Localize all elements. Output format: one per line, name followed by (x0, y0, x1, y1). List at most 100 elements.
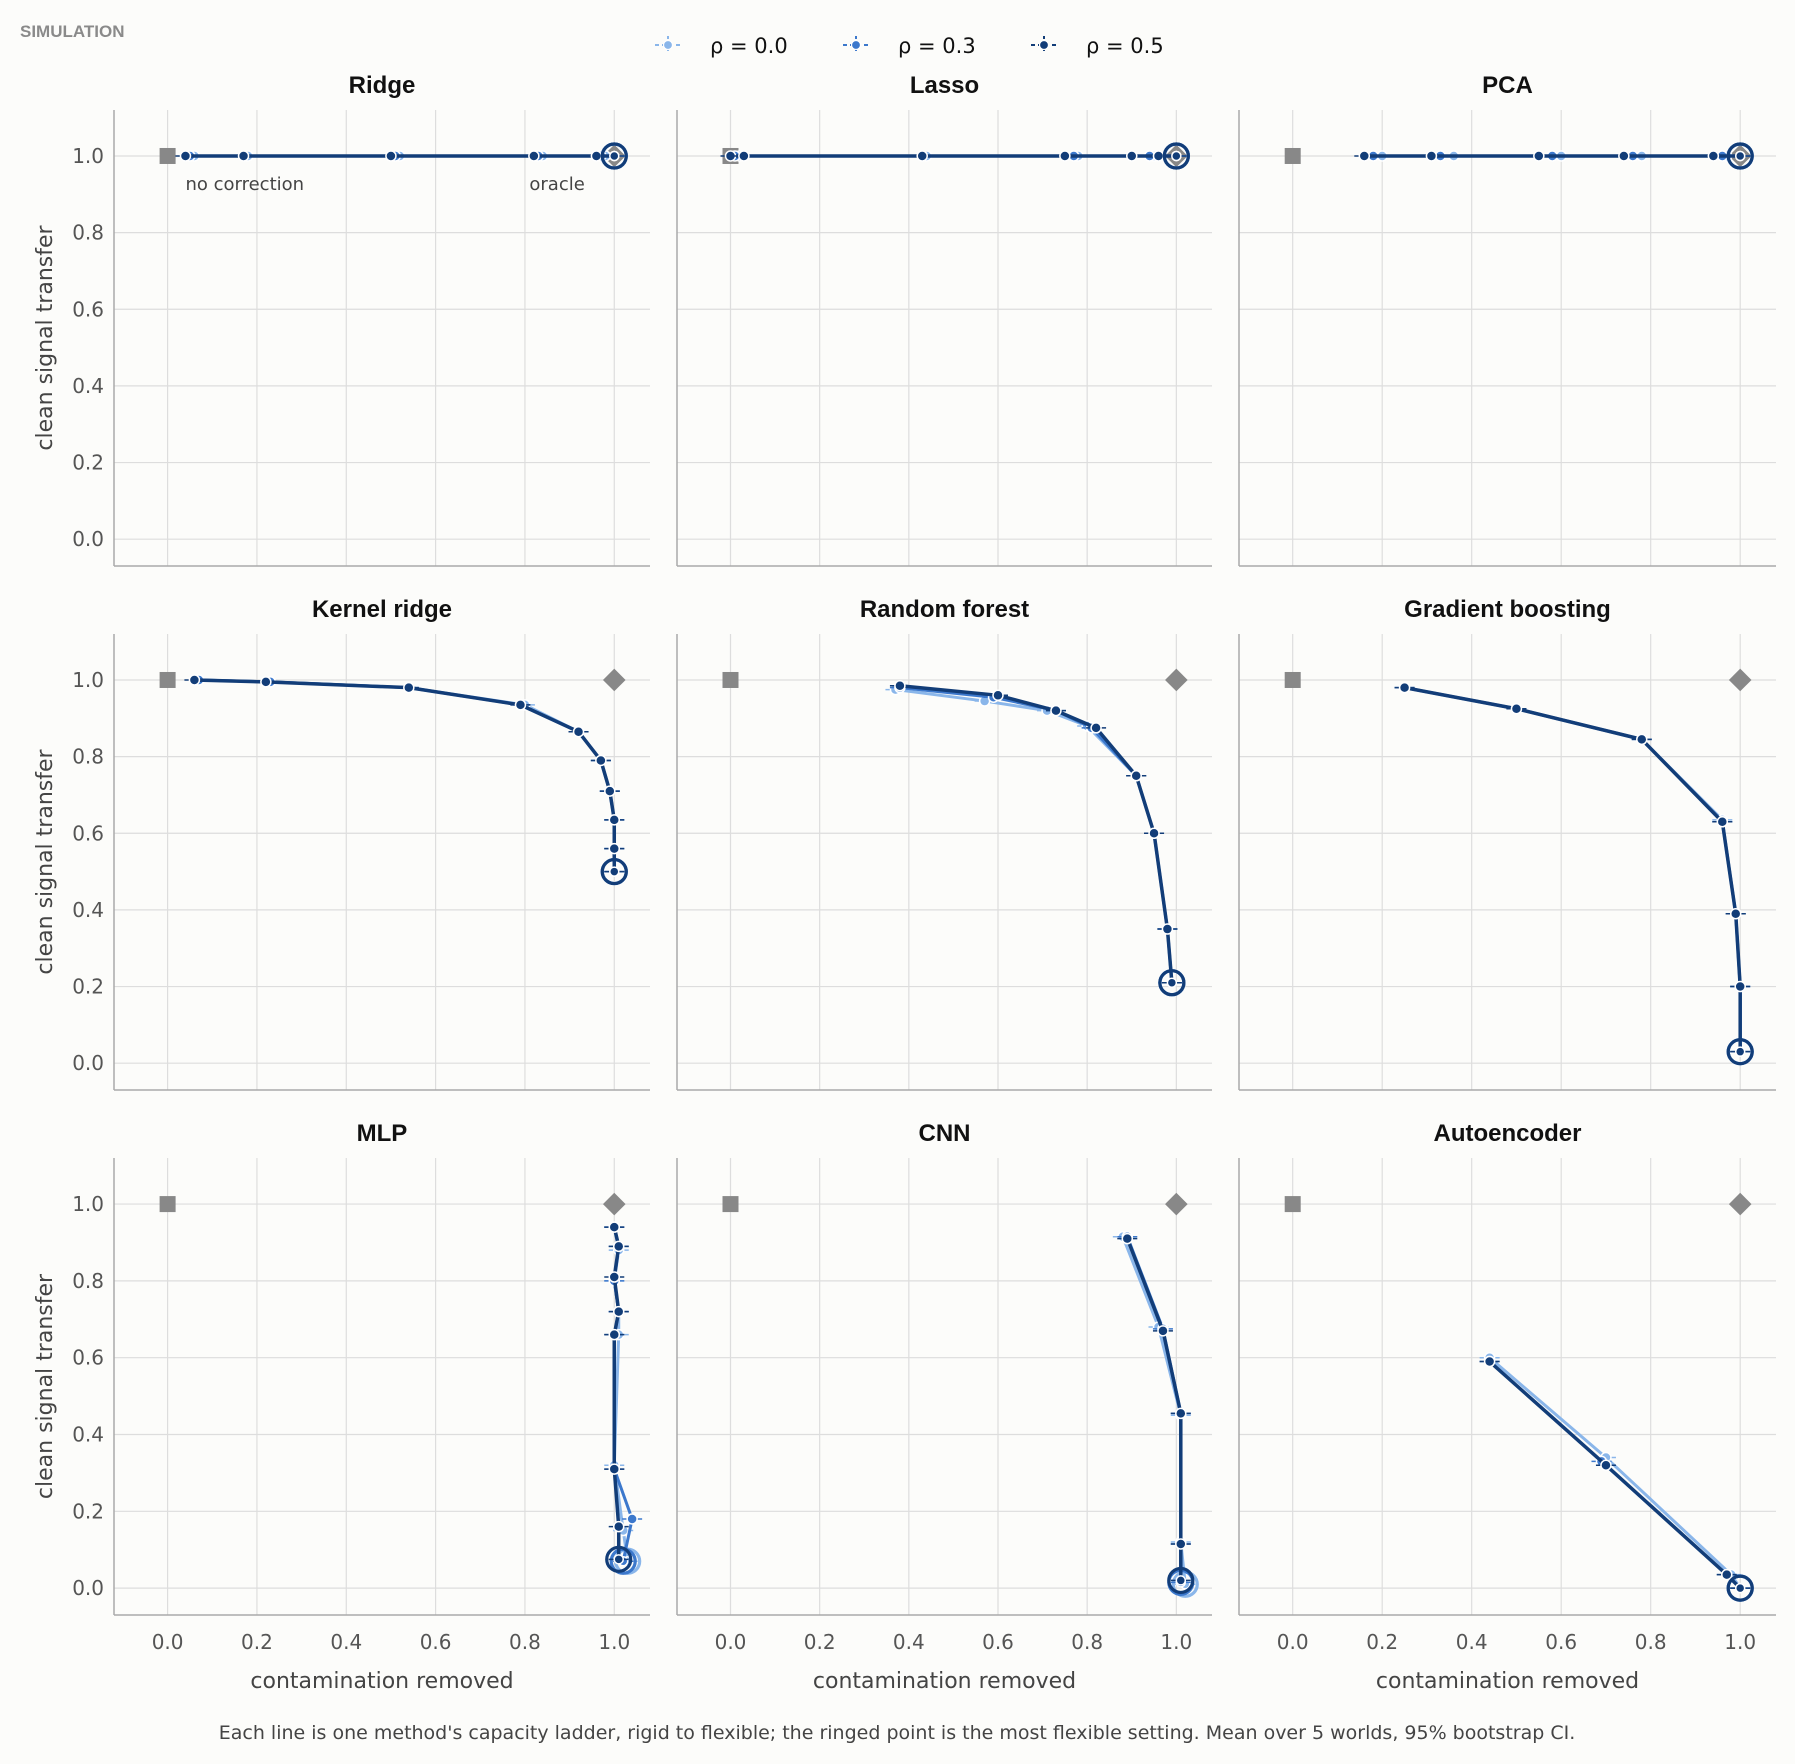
series-line (1404, 686, 1742, 1052)
panel-gradient-boosting: Gradient boosting (1238, 596, 1776, 1091)
x-tick-label: 1.0 (598, 1630, 630, 1654)
data-point (916, 150, 928, 162)
data-point (528, 150, 540, 162)
data-point (1152, 150, 1165, 162)
data-point (992, 689, 1004, 702)
ringed-point (605, 1545, 633, 1573)
data-point (609, 150, 620, 162)
y-tick-label: 0.6 (72, 1346, 104, 1370)
data-point (1600, 1459, 1612, 1471)
data-point (1734, 1582, 1746, 1594)
panel-autoencoder: Autoencoder 0.0 0.2 0.4 0.6 0.8 1.0 contaminati… (1238, 1120, 1776, 1694)
ringed-point (1726, 1574, 1754, 1602)
no-correction-marker (722, 1196, 739, 1213)
data-point (260, 676, 272, 688)
panel-pca: PCA (1238, 72, 1776, 567)
data-point (626, 1513, 638, 1525)
panel-title: Gradient boosting (1404, 596, 1611, 623)
ringed-point (1726, 142, 1754, 170)
panel-ridge: Ridge 0.0 0.2 0.4 0.6 0.8 1.0 clean signal tran… (33, 72, 650, 567)
data-point (1483, 1355, 1496, 1368)
panels: Ridge 0.0 0.2 0.4 0.6 0.8 1.0 clean signal tran… (33, 72, 1776, 1694)
data-point (1358, 150, 1371, 162)
data-point (237, 150, 250, 162)
series-line (899, 683, 1174, 983)
data-point (595, 754, 607, 767)
x-tick-label: 0.6 (982, 1630, 1014, 1654)
x-tick-label: 0.0 (152, 1630, 184, 1654)
x-tick-label: 0.0 (1277, 1630, 1309, 1654)
series-line (1125, 1238, 1183, 1581)
data-point (1716, 816, 1729, 828)
y-tick-label: 0.6 (72, 297, 104, 321)
series-line (895, 688, 1174, 983)
x-tick-label: 0.4 (330, 1630, 362, 1654)
oracle-marker (602, 1192, 626, 1216)
y-tick-label: 0.8 (72, 221, 104, 245)
legend-item: ρ = 0.0 (655, 34, 788, 58)
y-tick-label: 0.4 (72, 374, 104, 398)
data-point (1166, 977, 1178, 988)
no-correction-marker (722, 671, 739, 688)
panel-random-forest: Random forest (676, 596, 1212, 1091)
x-tick-label: 1.0 (1724, 1630, 1756, 1654)
x-tick-label: 0.8 (1071, 1630, 1103, 1654)
panel-title: MLP (357, 1120, 408, 1147)
y-tick-label: 0.6 (72, 821, 104, 845)
x-tick-label: 1.0 (1160, 1630, 1192, 1654)
oracle-marker (1728, 1192, 1752, 1216)
data-point (1148, 827, 1160, 840)
y-tick-label: 1.0 (72, 1192, 104, 1216)
series-line (1404, 685, 1742, 1052)
data-point (1059, 150, 1071, 162)
y-tick-label: 0.4 (72, 898, 104, 922)
oracle-marker (1165, 668, 1188, 692)
oracle-marker (602, 668, 626, 692)
series-line (899, 686, 1174, 983)
legend-marker (662, 39, 674, 51)
x-tick-label: 0.0 (715, 1630, 747, 1654)
legend-label: ρ = 0.5 (1086, 34, 1164, 58)
data-point (403, 681, 415, 694)
legend-item: ρ = 0.5 (1031, 34, 1164, 58)
ringed-point (1162, 142, 1190, 170)
y-axis-label: clean signal transfer (33, 1273, 58, 1499)
data-point (1398, 681, 1411, 694)
data-point (1734, 150, 1746, 162)
x-axis-label: contamination removed (813, 1669, 1076, 1694)
ringed-point (1167, 1566, 1195, 1595)
no-correction-marker (1284, 1196, 1301, 1213)
x-tick-label: 0.2 (1366, 1630, 1398, 1654)
panel-title: Autoencoder (1433, 1120, 1581, 1147)
no-correction-marker (159, 147, 176, 164)
data-point (738, 150, 750, 162)
ringed-point (600, 142, 628, 170)
header-label: SIMULATION (20, 22, 125, 41)
y-tick-label: 0.0 (72, 1576, 104, 1600)
y-tick-label: 0.0 (72, 1051, 104, 1075)
y-tick-label: 0.8 (72, 1269, 104, 1293)
series-line (194, 678, 617, 872)
data-point (608, 1463, 621, 1475)
data-point (608, 1328, 621, 1341)
panel-title: CNN (919, 1120, 971, 1147)
data-point (1636, 733, 1648, 746)
data-point (1175, 1575, 1187, 1586)
data-point (385, 150, 397, 162)
y-tick-label: 0.2 (72, 1499, 104, 1523)
panel-title: PCA (1482, 72, 1533, 99)
data-point (1121, 1232, 1134, 1245)
x-axis-label: contamination removed (1376, 1669, 1639, 1694)
panel-lasso: Lasso (676, 72, 1212, 567)
x-tick-label: 0.2 (804, 1630, 836, 1654)
data-point (1533, 150, 1545, 162)
data-point (188, 674, 201, 686)
y-tick-label: 1.0 (72, 144, 104, 168)
series-line (1488, 1360, 1742, 1590)
ringed-point (1726, 1038, 1754, 1066)
data-point (1126, 150, 1138, 162)
series-line (1404, 686, 1742, 1052)
legend: ρ = 0.0 ρ = 0.3 ρ = 0.5 (655, 34, 1164, 58)
data-point (1130, 770, 1142, 782)
